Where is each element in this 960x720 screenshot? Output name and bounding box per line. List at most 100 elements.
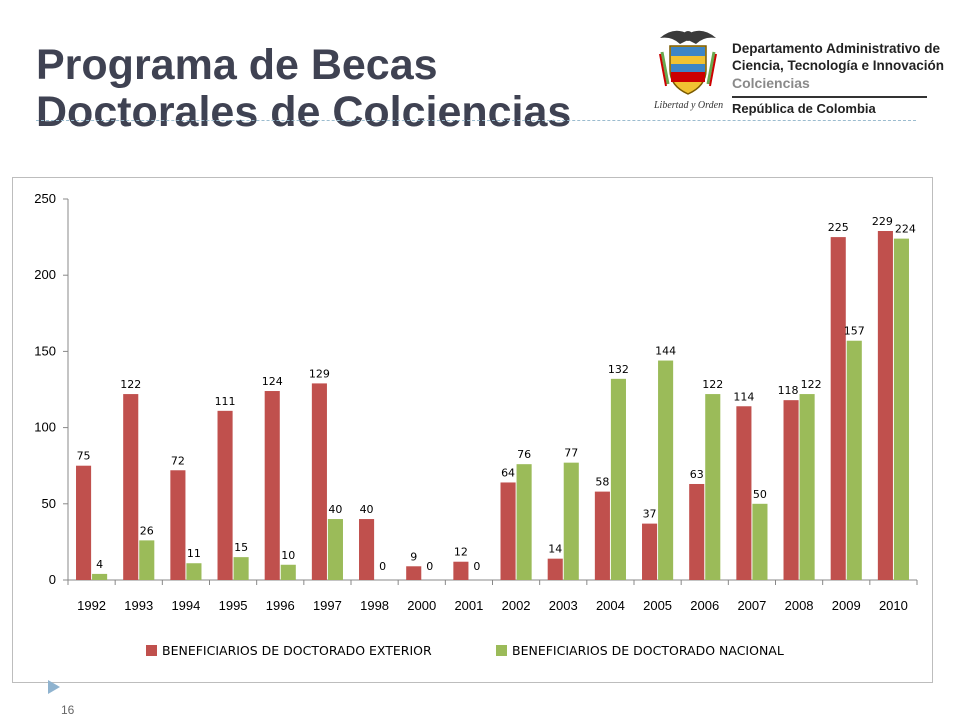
bar-exterior — [76, 465, 92, 580]
x-tick-label: 1997 — [313, 598, 342, 613]
legend-swatch — [146, 645, 157, 656]
data-label: 129 — [309, 367, 330, 380]
data-label: 11 — [187, 547, 201, 560]
data-label: 0 — [426, 560, 433, 573]
bar-exterior — [500, 482, 516, 580]
bar-nacional — [327, 519, 343, 580]
bar-exterior — [877, 231, 893, 580]
bar-nacional — [846, 340, 862, 580]
x-tick-label: 1995 — [219, 598, 248, 613]
x-tick-label: 2010 — [879, 598, 908, 613]
bar-nacional — [658, 360, 674, 580]
x-tick-label: 2003 — [549, 598, 578, 613]
x-tick-label: 2000 — [407, 598, 436, 613]
data-label: 122 — [801, 378, 822, 391]
data-label: 229 — [872, 215, 893, 228]
data-label: 0 — [379, 560, 386, 573]
bar-exterior — [217, 410, 233, 580]
bar-exterior — [689, 483, 705, 580]
slide-title: Programa de Becas Doctorales de Colcienc… — [36, 42, 571, 136]
x-tick-label: 2007 — [737, 598, 766, 613]
bar-exterior — [783, 400, 799, 580]
logo-brand: Colciencias — [732, 75, 810, 91]
bar-exterior — [594, 491, 610, 580]
data-label: 224 — [895, 223, 916, 236]
bar-exterior — [406, 566, 422, 580]
bar-exterior — [264, 391, 280, 580]
bar-nacional — [610, 378, 626, 580]
bar-nacional — [233, 557, 249, 580]
data-label: 118 — [778, 384, 799, 397]
data-label: 9 — [410, 550, 417, 563]
legend-label: BENEFICIARIOS DE DOCTORADO NACIONAL — [512, 643, 784, 658]
slide-title-line1: Programa de Becas — [36, 41, 438, 89]
bar-nacional — [752, 503, 768, 580]
x-tick-label: 2004 — [596, 598, 625, 613]
x-tick-label: 1994 — [171, 598, 200, 613]
logo-country: República de Colombia — [732, 101, 876, 116]
bar-nacional — [186, 563, 202, 580]
x-tick-label: 1992 — [77, 598, 106, 613]
data-label: 124 — [262, 375, 283, 388]
x-tick-label: 2009 — [832, 598, 861, 613]
data-label: 10 — [281, 549, 295, 562]
data-label: 64 — [501, 466, 515, 479]
bar-exterior — [736, 406, 752, 580]
data-label: 4 — [96, 558, 103, 571]
bar-exterior — [547, 558, 563, 580]
logo-org-line2: Ciencia, Tecnología e Innovación — [732, 58, 945, 73]
bar-exterior — [453, 561, 469, 580]
y-tick-label: 100 — [34, 420, 56, 435]
coat-of-arms-icon — [659, 30, 717, 95]
legend-label: BENEFICIARIOS DE DOCTORADO EXTERIOR — [162, 643, 432, 658]
data-label: 58 — [595, 476, 609, 489]
data-label: 111 — [215, 395, 236, 408]
data-label: 15 — [234, 541, 248, 554]
y-tick-label: 200 — [34, 267, 56, 282]
data-label: 63 — [690, 468, 704, 481]
bar-nacional — [799, 394, 815, 580]
data-label: 122 — [702, 378, 723, 391]
bar-nacional — [893, 238, 909, 580]
data-label: 75 — [77, 450, 91, 463]
bar-nacional — [516, 464, 532, 580]
data-label: 225 — [828, 221, 849, 234]
slide-title-line2: Doctorales de Colciencias — [36, 88, 572, 136]
data-label: 72 — [171, 454, 185, 467]
bar-exterior — [170, 470, 186, 580]
data-label: 77 — [564, 447, 578, 460]
bar-exterior — [359, 519, 375, 580]
y-tick-label: 150 — [34, 343, 56, 358]
data-label: 122 — [120, 378, 141, 391]
x-tick-label: 2001 — [454, 598, 483, 613]
data-label: 76 — [517, 448, 531, 461]
bullet-arrow-icon — [48, 680, 60, 694]
data-label: 26 — [140, 524, 154, 537]
chart-area: 0 50 100 150 200 250 1992 1993 1994 1995 1996 1997 1… — [12, 177, 933, 683]
bar-nacional — [92, 573, 108, 580]
y-tick-label: 250 — [34, 191, 56, 206]
x-tick-label: 1998 — [360, 598, 389, 613]
data-label: 14 — [548, 543, 562, 556]
logo-org-line1: Departamento Administrativo de — [732, 41, 941, 56]
data-label: 114 — [733, 390, 754, 403]
data-label: 37 — [643, 508, 657, 521]
data-label: 40 — [328, 503, 342, 516]
logo-divider — [732, 96, 927, 98]
bar-exterior — [311, 383, 327, 580]
x-tick-label: 2005 — [643, 598, 672, 613]
x-tick-label: 2002 — [502, 598, 531, 613]
page-number: 16 — [61, 703, 75, 717]
data-label: 40 — [360, 503, 374, 516]
bar-nacional — [563, 462, 579, 580]
x-tick-label: 2006 — [690, 598, 719, 613]
bar-exterior — [830, 237, 846, 580]
data-label: 50 — [753, 488, 767, 501]
x-tick-label: 2008 — [785, 598, 814, 613]
bar-exterior — [123, 394, 139, 580]
data-label: 12 — [454, 546, 468, 559]
colciencias-logo: Libertad y Orden Departamento Administra… — [652, 24, 944, 124]
data-label: 144 — [655, 345, 676, 358]
x-tick-label: 1993 — [124, 598, 153, 613]
